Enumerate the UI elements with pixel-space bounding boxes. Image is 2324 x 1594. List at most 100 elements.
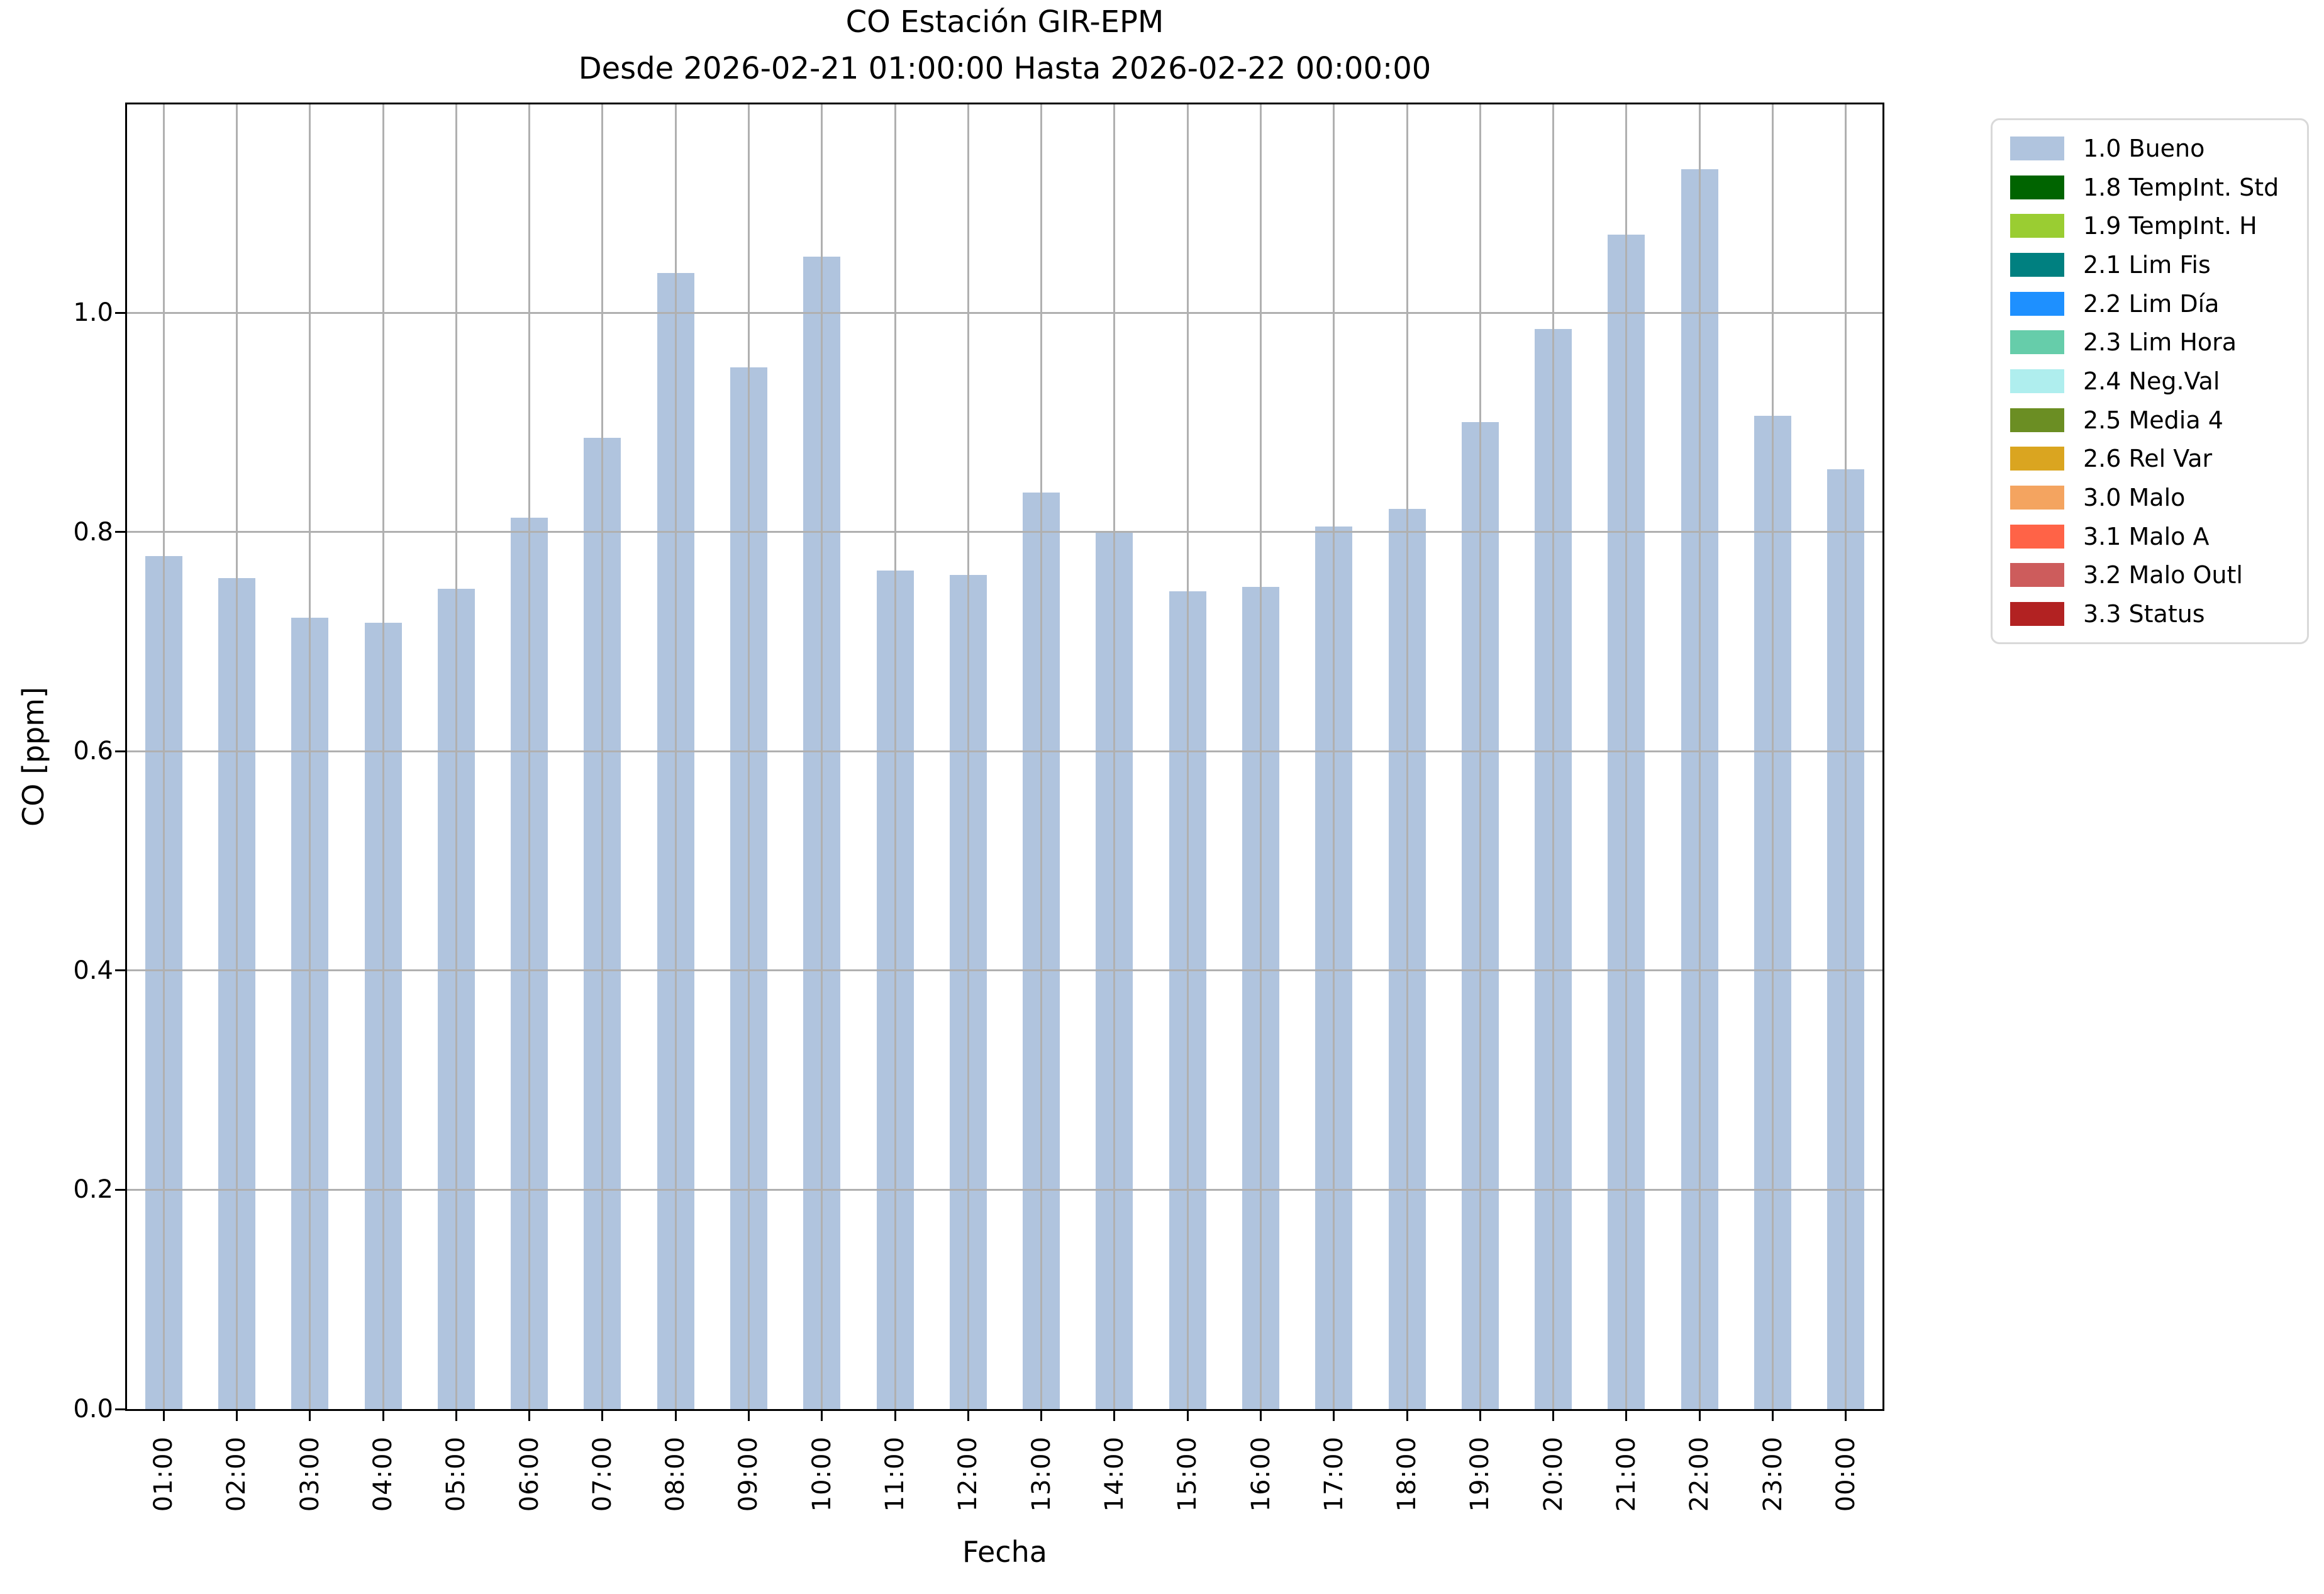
- y-gridline: [127, 750, 1882, 752]
- x-tick-mark: [1845, 1411, 1847, 1421]
- y-gridline: [127, 1188, 1882, 1191]
- x-tick-label: 21:00: [1611, 1436, 1641, 1512]
- legend-item: 3.3 Status: [2010, 599, 2289, 628]
- x-gridline: [1040, 104, 1043, 1409]
- legend-label: 2.1 Lim Fis: [2083, 250, 2211, 279]
- x-gridline: [1625, 104, 1628, 1409]
- legend-item: 1.0 Bueno: [2010, 137, 2289, 160]
- x-gridline: [1772, 104, 1774, 1409]
- x-tick-mark: [1406, 1411, 1408, 1421]
- legend-item: 2.5 Media 4: [2010, 408, 2289, 432]
- y-tick-label: 0.2: [73, 1175, 113, 1205]
- legend-item: 3.2 Malo Outl: [2010, 561, 2289, 589]
- y-tick-mark: [115, 531, 125, 533]
- x-tick-mark: [1186, 1411, 1189, 1421]
- y-tick-label: 0.8: [73, 517, 113, 547]
- x-tick-label: 16:00: [1246, 1436, 1276, 1512]
- y-tick-label: 0.0: [73, 1395, 113, 1424]
- x-tick-mark: [235, 1411, 238, 1421]
- legend-label: 3.3 Status: [2083, 599, 2205, 628]
- legend-label: 3.2 Malo Outl: [2083, 561, 2243, 589]
- legend-item: 2.4 Neg.Val: [2010, 369, 2289, 393]
- x-tick-mark: [162, 1411, 165, 1421]
- y-tick-label: 1.0: [73, 298, 113, 328]
- legend-swatch: [2010, 447, 2064, 471]
- y-gridline: [127, 311, 1882, 314]
- x-gridline: [1113, 104, 1116, 1409]
- x-gridline: [1260, 104, 1262, 1409]
- y-gridline: [127, 531, 1882, 533]
- x-gridline: [528, 104, 531, 1409]
- x-tick-mark: [382, 1411, 384, 1421]
- x-tick-label: 22:00: [1685, 1436, 1715, 1512]
- y-tick-mark: [115, 1188, 125, 1191]
- x-tick-mark: [1479, 1411, 1481, 1421]
- x-gridline: [1552, 104, 1555, 1409]
- x-tick-label: 04:00: [369, 1436, 398, 1512]
- x-tick-mark: [821, 1411, 823, 1421]
- x-tick-label: 08:00: [661, 1436, 691, 1512]
- x-gridline: [1333, 104, 1335, 1409]
- legend-swatch: [2010, 601, 2064, 626]
- x-tick-label: 15:00: [1173, 1436, 1203, 1512]
- legend: 1.0 Bueno 1.8 TempInt. Std 1.9 TempInt. H 2…: [1991, 118, 2309, 644]
- legend-label: 1.8 TempInt. Std: [2083, 173, 2279, 201]
- x-tick-mark: [455, 1411, 457, 1421]
- x-gridline: [601, 104, 604, 1409]
- legend-item: 2.6 Rel Var: [2010, 447, 2289, 471]
- x-tick-label: 10:00: [807, 1436, 837, 1512]
- chart-title: CO Estación GIR-EPM: [845, 4, 1164, 40]
- x-gridline: [1845, 104, 1847, 1409]
- x-tick-label: 09:00: [734, 1436, 764, 1512]
- legend-label: 2.3 Lim Hora: [2083, 328, 2237, 357]
- legend-item: 1.8 TempInt. Std: [2010, 173, 2289, 201]
- legend-swatch: [2010, 563, 2064, 588]
- x-tick-mark: [747, 1411, 750, 1421]
- x-tick-mark: [528, 1411, 531, 1421]
- legend-swatch: [2010, 175, 2064, 199]
- x-tick-label: 19:00: [1465, 1436, 1495, 1512]
- x-gridline: [894, 104, 896, 1409]
- x-tick-label: 11:00: [881, 1436, 910, 1512]
- legend-label: 2.5 Media 4: [2083, 406, 2223, 434]
- x-tick-mark: [1772, 1411, 1774, 1421]
- x-gridline: [382, 104, 384, 1409]
- x-tick-label: 01:00: [149, 1436, 179, 1512]
- x-gridline: [967, 104, 969, 1409]
- x-tick-label: 23:00: [1758, 1436, 1787, 1512]
- x-tick-label: 06:00: [514, 1436, 544, 1512]
- legend-label: 1.0 Bueno: [2083, 135, 2205, 162]
- x-gridline: [455, 104, 457, 1409]
- x-tick-label: 20:00: [1538, 1436, 1568, 1512]
- x-tick-mark: [1552, 1411, 1555, 1421]
- x-tick-label: 13:00: [1026, 1436, 1056, 1512]
- x-gridline: [1479, 104, 1481, 1409]
- legend-swatch: [2010, 214, 2064, 238]
- x-tick-label: 00:00: [1831, 1436, 1860, 1512]
- legend-item: 3.0 Malo: [2010, 485, 2289, 510]
- x-gridline: [1186, 104, 1189, 1409]
- x-gridline: [821, 104, 823, 1409]
- legend-label: 2.6 Rel Var: [2083, 445, 2213, 473]
- legend-label: 2.2 Lim Día: [2083, 289, 2220, 318]
- legend-swatch: [2010, 252, 2064, 277]
- x-tick-mark: [894, 1411, 896, 1421]
- legend-label: 1.9 TempInt. H: [2083, 212, 2257, 240]
- plot-area: [125, 103, 1884, 1411]
- legend-swatch: [2010, 137, 2064, 160]
- x-axis-label: Fecha: [962, 1535, 1047, 1569]
- x-tick-mark: [1260, 1411, 1262, 1421]
- x-gridline: [309, 104, 311, 1409]
- x-gridline: [162, 104, 165, 1409]
- legend-swatch: [2010, 330, 2064, 355]
- x-tick-mark: [967, 1411, 969, 1421]
- x-tick-label: 05:00: [442, 1436, 471, 1512]
- x-tick-mark: [1698, 1411, 1701, 1421]
- legend-swatch: [2010, 291, 2064, 316]
- legend-item: 2.1 Lim Fis: [2010, 250, 2289, 279]
- legend-label: 3.1 Malo A: [2083, 522, 2210, 550]
- y-tick-label: 0.4: [73, 956, 113, 985]
- x-tick-label: 07:00: [587, 1436, 617, 1512]
- legend-item: 1.9 TempInt. H: [2010, 214, 2289, 238]
